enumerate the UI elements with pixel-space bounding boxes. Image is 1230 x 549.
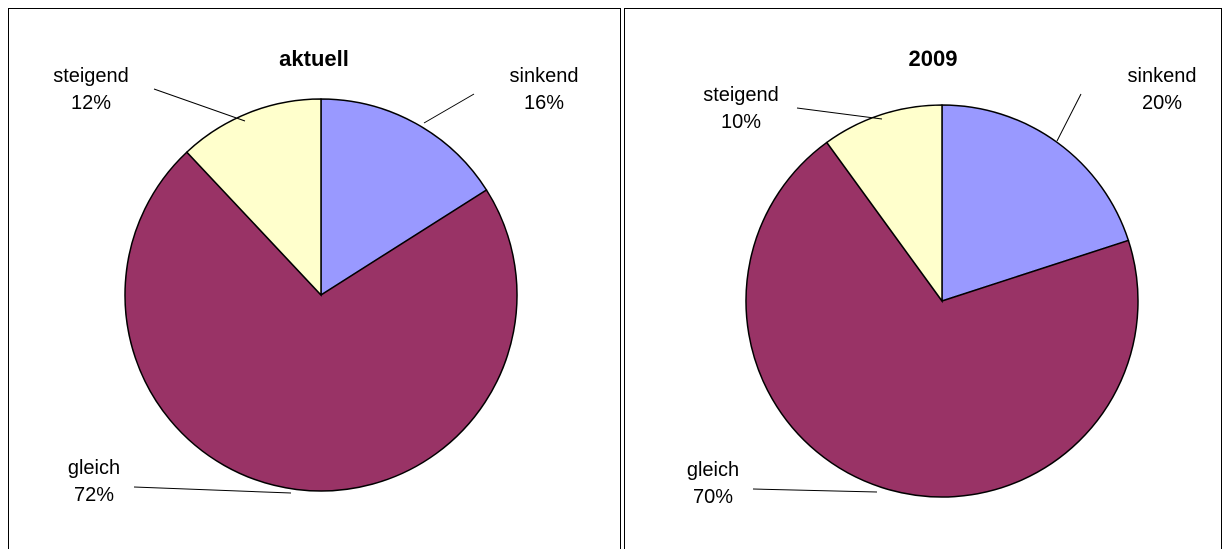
leader-line-steigend bbox=[796, 107, 883, 120]
leader-line-steigend bbox=[153, 88, 246, 122]
slice-label-steigend: steigend 12% bbox=[53, 65, 129, 114]
slice-percent: 12% bbox=[71, 92, 111, 114]
leader-line-gleich bbox=[133, 486, 292, 494]
pie-slice-steigend bbox=[185, 98, 322, 297]
slice-label-gleich: gleich 72% bbox=[68, 457, 120, 506]
slice-category: steigend bbox=[703, 84, 779, 106]
slice-category: sinkend bbox=[510, 65, 579, 87]
slice-percent: 20% bbox=[1142, 92, 1182, 114]
slice-percent: 16% bbox=[524, 92, 564, 114]
pie-slice-sinkend bbox=[320, 98, 488, 297]
chart-title: 2009 bbox=[909, 46, 958, 71]
slice-category: steigend bbox=[53, 65, 129, 87]
chart-title: aktuell bbox=[279, 46, 349, 71]
slice-category: sinkend bbox=[1128, 65, 1197, 87]
slice-label-sinkend: sinkend 20% bbox=[1128, 65, 1197, 114]
pie-chart-2009: 2009 sinkend 20% gleich 70% steigend 10% bbox=[624, 8, 1222, 549]
slice-percent: 72% bbox=[74, 484, 114, 506]
pie-slice-steigend bbox=[825, 104, 943, 304]
slice-category: gleich bbox=[68, 457, 120, 479]
leader-line-sinkend bbox=[423, 93, 475, 124]
pie-slice-gleich bbox=[745, 141, 1139, 498]
leader-line-sinkend bbox=[1056, 93, 1082, 142]
pie-chart-svg: aktuell sinkend 16% gleich 72% steigend 12% bbox=[53, 46, 579, 506]
pie-chart-svg: 2009 sinkend 20% gleich 70% steigend 10% bbox=[687, 46, 1197, 508]
pie-slice-sinkend bbox=[941, 104, 1130, 303]
slice-category: gleich bbox=[687, 459, 739, 481]
slice-label-sinkend: sinkend 16% bbox=[510, 65, 579, 114]
slice-percent: 70% bbox=[693, 486, 733, 508]
pie-chart-aktuell: aktuell sinkend 16% gleich 72% steigend 12% bbox=[8, 8, 621, 549]
leader-line-gleich bbox=[752, 488, 878, 493]
slice-label-steigend: steigend 10% bbox=[703, 84, 779, 133]
slice-label-gleich: gleich 70% bbox=[687, 459, 739, 508]
slice-percent: 10% bbox=[721, 111, 761, 133]
pie-slice-gleich bbox=[124, 151, 518, 492]
